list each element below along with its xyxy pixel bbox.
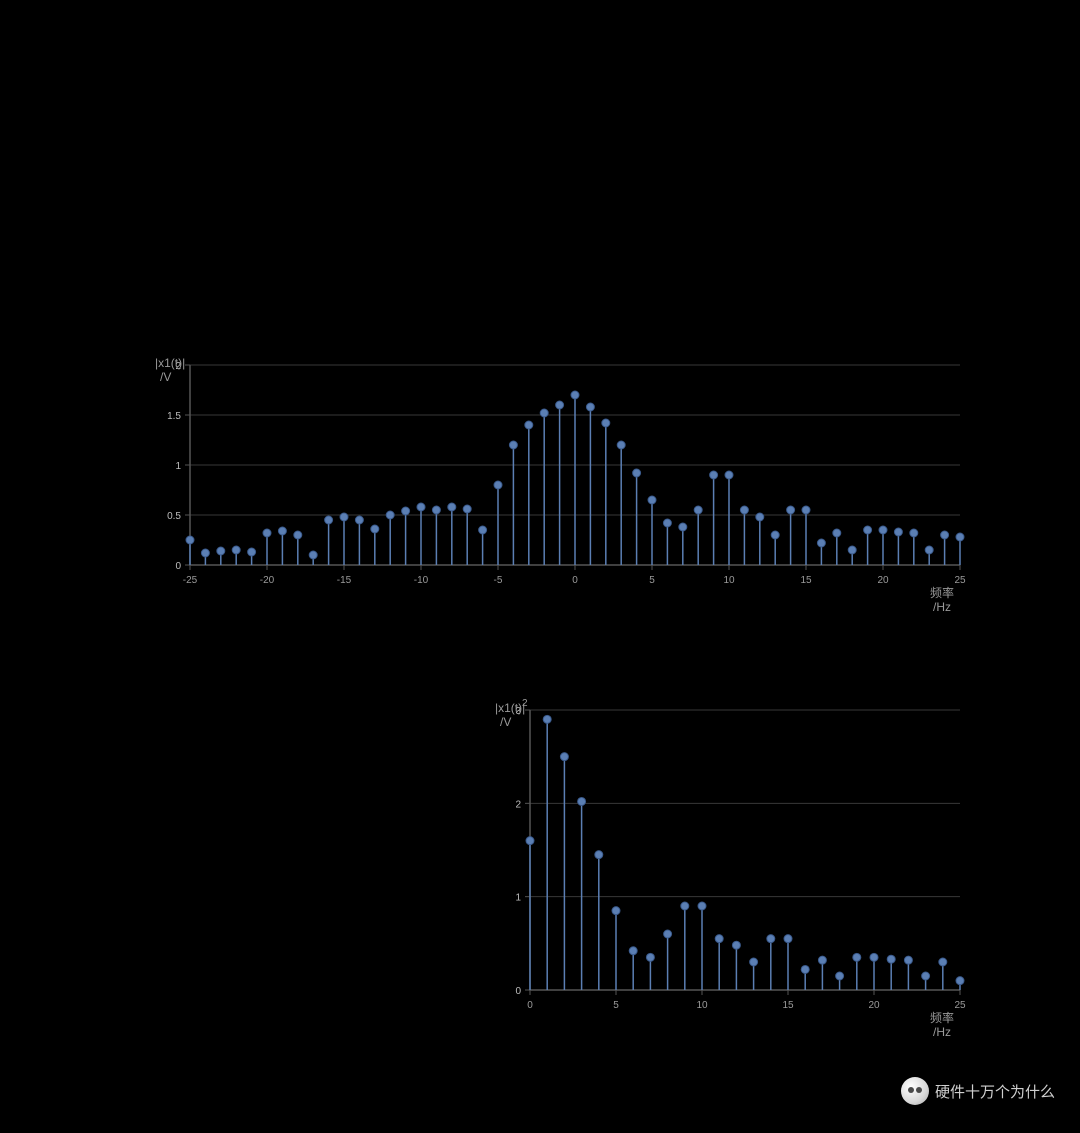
svg-text:频率: 频率 <box>930 585 954 600</box>
svg-text:1: 1 <box>515 893 521 904</box>
svg-text:0: 0 <box>572 575 578 586</box>
svg-text:-20: -20 <box>260 575 275 586</box>
svg-text:/V: /V <box>160 370 171 384</box>
svg-text:|x1(t)|: |x1(t)| <box>155 356 185 370</box>
svg-text:2: 2 <box>522 698 528 709</box>
svg-text:-10: -10 <box>414 575 429 586</box>
svg-text:0.5: 0.5 <box>167 511 181 522</box>
svg-text:-25: -25 <box>183 575 198 586</box>
watermark: 硬件十万个为什么 <box>901 1077 1055 1105</box>
bottom-spectrum-chart: 01230510152025|x1(t)|2/V频率/Hz <box>480 700 970 1030</box>
svg-text:2: 2 <box>515 799 521 810</box>
svg-text:/Hz: /Hz <box>933 1025 951 1039</box>
top-spectrum-chart: 00.511.52-25-20-15-10-50510152025|x1(t)|… <box>140 355 970 605</box>
svg-text:15: 15 <box>782 1000 794 1011</box>
svg-text:|x1(t)|: |x1(t)| <box>495 701 525 715</box>
watermark-text: 硬件十万个为什么 <box>935 1081 1055 1102</box>
svg-text:/Hz: /Hz <box>933 600 951 614</box>
svg-text:25: 25 <box>954 1000 966 1011</box>
svg-text:1: 1 <box>175 461 181 472</box>
svg-text:0: 0 <box>175 561 181 572</box>
svg-text:0: 0 <box>527 1000 533 1011</box>
svg-text:5: 5 <box>649 575 655 586</box>
svg-text:10: 10 <box>723 575 735 586</box>
svg-text:1.5: 1.5 <box>167 411 181 422</box>
svg-text:15: 15 <box>800 575 812 586</box>
wechat-icon <box>901 1077 929 1105</box>
svg-text:25: 25 <box>954 575 966 586</box>
svg-text:20: 20 <box>877 575 889 586</box>
svg-text:-15: -15 <box>337 575 352 586</box>
svg-text:/V: /V <box>500 715 511 729</box>
svg-text:10: 10 <box>696 1000 708 1011</box>
svg-text:20: 20 <box>868 1000 880 1011</box>
svg-text:0: 0 <box>515 986 521 997</box>
svg-text:5: 5 <box>613 1000 619 1011</box>
svg-text:-5: -5 <box>494 575 503 586</box>
svg-text:频率: 频率 <box>930 1010 954 1025</box>
